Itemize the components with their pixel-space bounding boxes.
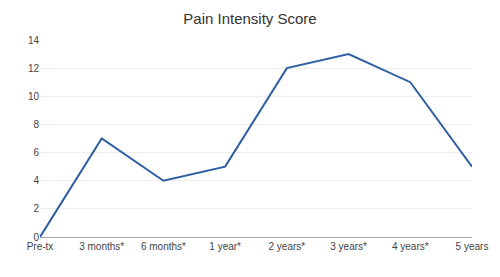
- svg-text:6 months*: 6 months*: [141, 241, 186, 252]
- svg-text:10: 10: [28, 91, 40, 102]
- svg-text:2: 2: [33, 203, 39, 214]
- svg-text:4: 4: [33, 175, 39, 186]
- svg-text:Pre-tx: Pre-tx: [27, 241, 54, 252]
- svg-text:5 years: 5 years: [456, 241, 489, 252]
- svg-text:0: 0: [33, 232, 39, 243]
- svg-text:12: 12: [28, 63, 40, 74]
- svg-text:4 years*: 4 years*: [392, 241, 429, 252]
- svg-text:3 months*: 3 months*: [79, 241, 124, 252]
- svg-text:14: 14: [28, 35, 40, 46]
- svg-text:8: 8: [33, 119, 39, 130]
- svg-text:3 years*: 3 years*: [330, 241, 367, 252]
- svg-text:Pain Intensity Score: Pain Intensity Score: [183, 10, 316, 27]
- svg-text:1 year*: 1 year*: [209, 241, 241, 252]
- svg-text:2 years*: 2 years*: [269, 241, 306, 252]
- svg-text:6: 6: [33, 147, 39, 158]
